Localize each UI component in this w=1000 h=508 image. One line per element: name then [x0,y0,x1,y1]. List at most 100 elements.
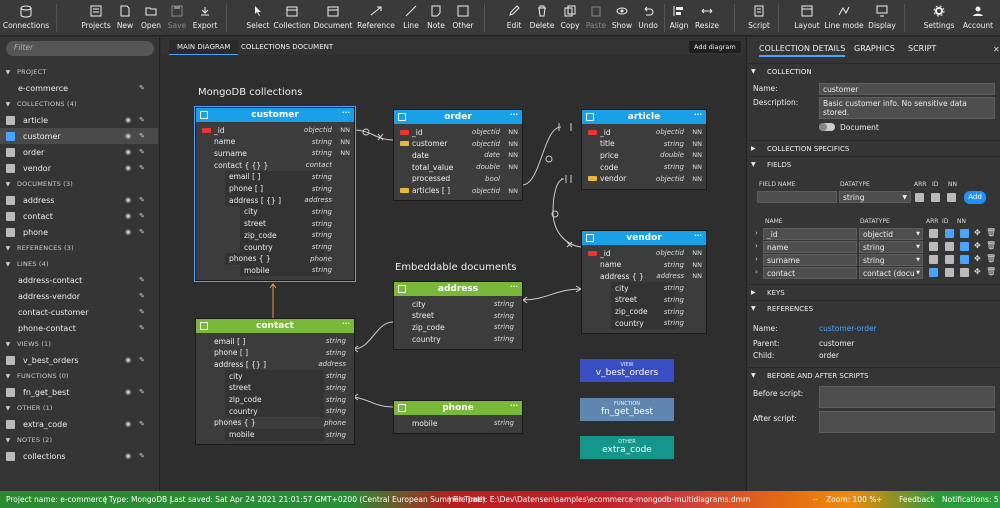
field-row[interactable]: name string NN [214,137,350,147]
box-header[interactable]: article ··· [582,110,706,124]
show-button[interactable]: Show [611,2,633,34]
menu-dots-icon[interactable]: ··· [342,320,350,328]
align-button[interactable]: Align [668,2,690,34]
field-row[interactable]: country string [244,242,332,252]
section-scripts[interactable]: ▼ BEFORE AND AFTER SCRIPTS [747,367,1000,383]
function-item-fn_get_best[interactable]: fn_get_best ◉ ✎ [0,384,158,400]
document-item-phone[interactable]: phone ◉ ✎ [0,224,158,240]
trash-icon[interactable]: 🗑 [986,241,997,250]
document-box-contact[interactable]: contact ··· email [ ] string phone [ ] string… [195,318,355,446]
field-row[interactable]: city string [244,207,332,217]
section-notes[interactable]: ▼ NOTES (2) [0,432,158,448]
field-row[interactable]: code string NN [600,162,702,172]
visibility-checkbox[interactable] [6,419,15,429]
paste-button[interactable]: Paste [585,2,607,34]
display-button[interactable]: Display [868,2,896,34]
field-row[interactable]: city string [229,371,346,381]
collection-item-vendor[interactable]: vendor ◉ ✎ [0,160,158,176]
arr-checkbox[interactable] [929,255,938,264]
menu-dots-icon[interactable]: ··· [342,109,350,117]
move-icon[interactable]: ✥ [974,254,981,263]
collection-box-order[interactable]: order ··· _id objectid NN customer objectid NN d… [393,109,524,202]
visibility-checkbox[interactable] [6,211,15,221]
account-button[interactable]: Account [962,2,994,34]
new-id-checkbox[interactable] [931,193,940,202]
tab-collections-document[interactable]: COLLECTIONS DOCUMENT [241,43,334,51]
eye-icon[interactable]: ◉ [125,196,132,204]
tab-script[interactable]: SCRIPT [908,44,937,53]
collection-box-vendor[interactable]: vendor ··· _id objectid NN name string NN addres… [581,230,707,334]
trash-icon[interactable]: 🗑 [986,267,997,276]
description-field[interactable]: Basic customer info. No sensitive data s… [819,97,995,119]
function-box-fn-get-best[interactable]: FUNCTION fn_get_best [580,398,674,421]
visibility-checkbox[interactable] [6,195,15,205]
tab-graphics[interactable]: GRAPHICS [854,44,895,53]
field-row[interactable]: processed bool [412,174,500,184]
field-row[interactable]: mobile string [229,430,346,440]
section-collection-specifics[interactable]: ▶ COLLECTION SPECIFICS [747,140,1000,156]
box-header[interactable]: contact ··· [196,319,354,333]
ref-name-link[interactable]: customer-order [819,324,877,333]
arr-checkbox[interactable] [929,242,938,251]
field-row[interactable]: street string [615,295,684,305]
project-item[interactable]: e-commerce ✎ [18,83,145,93]
field-row[interactable]: surname string NN [214,148,350,158]
edit-icon[interactable]: ✎ [139,356,145,364]
edit-icon[interactable]: ✎ [139,116,145,124]
edit-icon[interactable]: ✎ [139,148,145,156]
section-collections[interactable]: ▼ COLLECTIONS (4) [0,96,158,112]
embeddable-note[interactable]: Embeddable documents [395,262,517,273]
nn-checkbox[interactable] [960,229,969,238]
line-item-phone-contact[interactable]: phone-contact ✎ [18,323,145,333]
field-row[interactable]: phone [ ] string [214,348,346,358]
field-row[interactable]: zip_code string [412,322,514,332]
collection-box-customer[interactable]: customer ··· _id objectid NN name string NN surn… [194,105,356,283]
section-keys[interactable]: ▶ KEYS [747,284,1000,300]
section-functions[interactable]: ▼ FUNCTIONS (0) [0,368,158,384]
arr-checkbox[interactable] [929,268,938,277]
field-row[interactable]: zip_code string [615,307,684,316]
field-row[interactable]: street string [244,219,332,229]
export-button[interactable]: Export [192,2,218,34]
filter-input[interactable]: Filter [6,41,154,56]
delete-button[interactable]: Delete [529,2,555,34]
line-button[interactable]: Line [401,2,421,34]
zoom-out-icon[interactable]: − [812,495,819,504]
new-arr-checkbox[interactable] [915,193,924,202]
section-fields[interactable]: ▼ FIELDS [747,156,1000,172]
add-diagram-button[interactable]: Add diagram [689,41,741,53]
field-row[interactable]: zip_code string [244,230,332,240]
field-row[interactable]: address [ {} ] address [229,195,332,205]
field-row[interactable]: country string [229,406,346,416]
edit-icon[interactable]: ✎ [139,212,145,220]
id-checkbox[interactable] [945,255,954,264]
menu-dots-icon[interactable]: ··· [510,402,518,410]
field-row[interactable]: _id objectid NN [588,247,708,259]
after-script-field[interactable] [819,411,995,433]
feedback-link[interactable]: Feedback [899,495,935,504]
field-row[interactable]: contact { {} } contact [214,160,332,170]
chevron-right-icon[interactable]: › [755,268,758,276]
edit-icon[interactable]: ✎ [139,84,145,92]
field-row[interactable]: email [ ] string [214,336,346,346]
visibility-checkbox[interactable] [6,451,15,461]
eye-icon[interactable]: ◉ [125,164,132,172]
edit-icon[interactable]: ✎ [139,452,145,460]
field-row[interactable]: address { } address NN [600,271,702,281]
copy-button[interactable]: Copy [559,2,581,34]
zoom-in-icon[interactable]: + [876,495,883,504]
eye-icon[interactable]: ◉ [125,388,132,396]
edit-icon[interactable]: ✎ [139,164,145,172]
move-icon[interactable]: ✥ [974,228,981,237]
field-datatype-select[interactable]: string ▼ [859,254,923,266]
edit-icon[interactable]: ✎ [139,132,145,140]
field-row[interactable]: vendor objectid NN [588,173,708,185]
eye-icon[interactable]: ◉ [125,228,132,236]
field-row-name[interactable]: › name string ▼ ✥ 🗑 [747,241,1000,253]
field-row[interactable]: articles [ ] objectid NN [400,185,524,197]
field-row[interactable]: city string [615,283,684,293]
visibility-checkbox[interactable] [6,227,15,237]
visibility-checkbox[interactable] [6,355,15,365]
visibility-checkbox[interactable] [6,147,15,157]
field-row[interactable]: name string NN [600,260,702,270]
